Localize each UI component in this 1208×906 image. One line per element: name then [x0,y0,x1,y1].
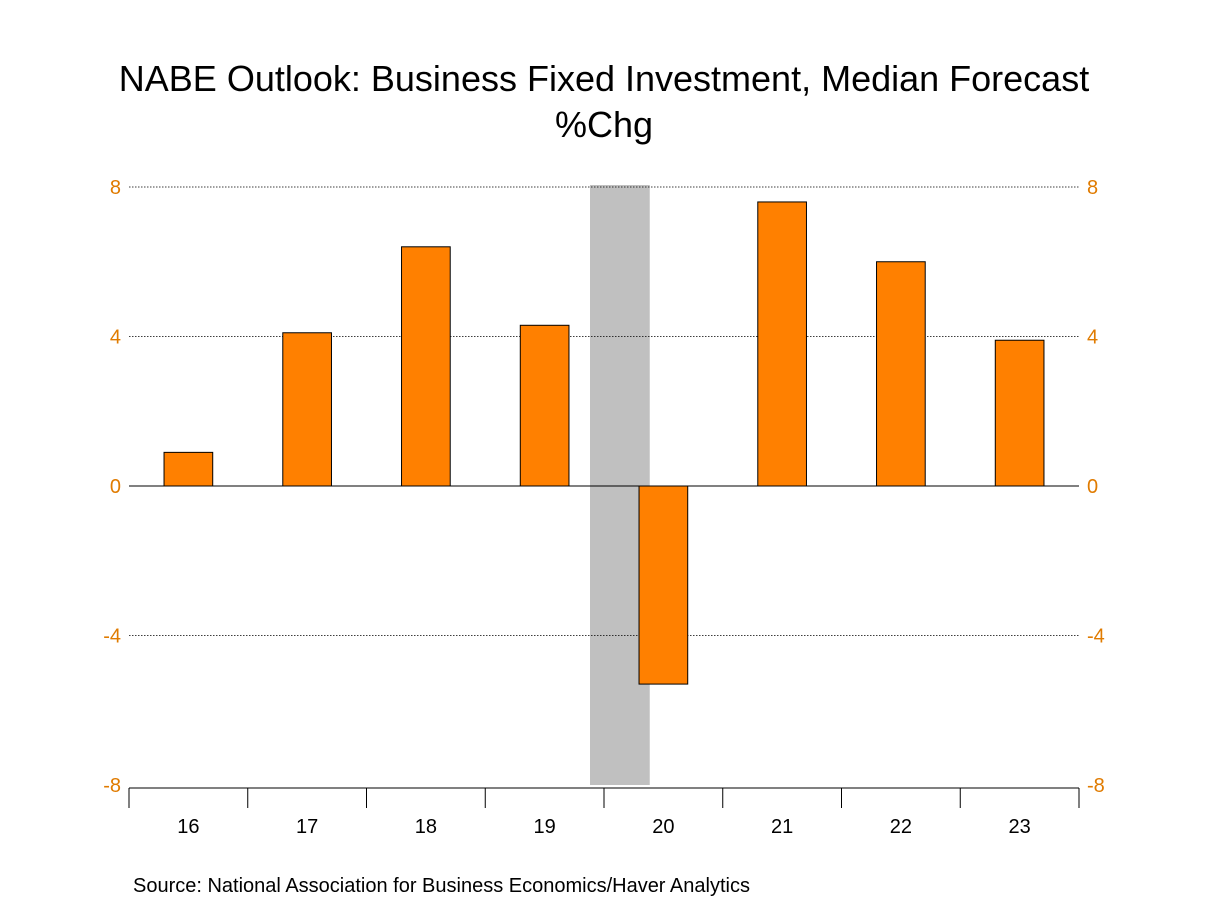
y-tick-label-right: -4 [1087,626,1105,648]
bar [519,324,570,487]
x-tick-label: 19 [534,816,556,838]
y-tick-label-left: 0 [110,476,121,498]
x-tick-label: 20 [652,816,674,838]
x-tick-label: 18 [415,816,437,838]
y-tick-label-left: 4 [110,327,121,349]
y-tick-label-right: -8 [1087,775,1105,797]
x-tick-label: 22 [890,816,912,838]
chart-subtitle: %Chg [554,104,654,145]
bar [282,332,332,487]
y-tick-label-right: 0 [1087,476,1098,498]
y-tick-label-left: -4 [103,626,121,648]
x-tick-label: 16 [177,816,199,838]
chart-title: NABE Outlook: Business Fixed Investment,… [118,58,1090,99]
y-tick-label-right: 8 [1087,177,1098,199]
x-tick-label: 17 [296,816,318,838]
bar [757,201,807,487]
bar [994,339,1045,487]
y-tick-label-left: -8 [103,775,121,797]
shaded-band [590,185,650,785]
bar [163,451,214,487]
y-tick-label-left: 8 [110,177,121,199]
bar [401,246,451,487]
source-note: Source: National Association for Busines… [133,875,750,897]
bar [876,261,926,487]
y-tick-label-right: 4 [1087,327,1098,349]
x-tick-label: 21 [771,816,793,838]
x-tick-label: 23 [1009,816,1031,838]
bar [638,485,689,685]
